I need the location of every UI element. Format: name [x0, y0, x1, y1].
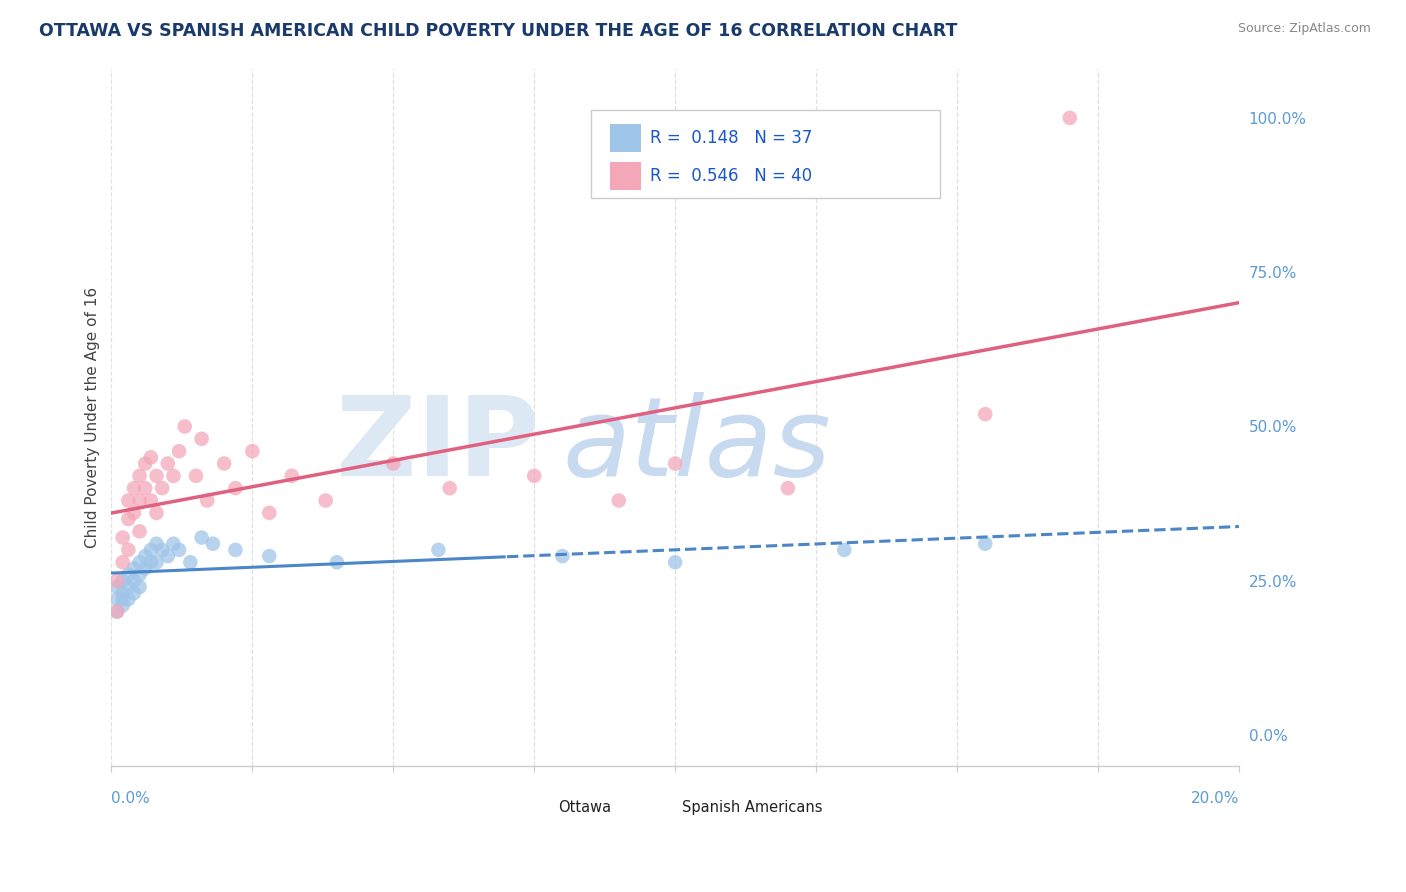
Text: R =  0.546   N = 40: R = 0.546 N = 40 — [651, 168, 813, 186]
Point — [111, 592, 134, 607]
Point — [145, 506, 167, 520]
Point — [105, 605, 128, 619]
Point — [122, 481, 145, 495]
Point — [128, 580, 150, 594]
Point — [240, 444, 263, 458]
Point — [122, 561, 145, 575]
Point — [664, 457, 686, 471]
Point — [551, 549, 574, 563]
Point — [190, 531, 212, 545]
Point — [523, 468, 546, 483]
Text: 0.0%: 0.0% — [111, 790, 150, 805]
Point — [117, 493, 139, 508]
Point — [139, 493, 162, 508]
Point — [439, 481, 461, 495]
Point — [162, 537, 184, 551]
Point — [974, 537, 997, 551]
Point — [122, 586, 145, 600]
Point — [117, 580, 139, 594]
Point — [134, 457, 156, 471]
Point — [776, 481, 799, 495]
Point — [128, 567, 150, 582]
Point — [134, 549, 156, 563]
Point — [832, 542, 855, 557]
Point — [117, 567, 139, 582]
Point — [150, 542, 173, 557]
Point — [212, 457, 235, 471]
FancyBboxPatch shape — [591, 111, 941, 197]
Point — [664, 555, 686, 569]
Text: Source: ZipAtlas.com: Source: ZipAtlas.com — [1237, 22, 1371, 36]
Point — [427, 542, 450, 557]
Point — [173, 419, 195, 434]
Point — [167, 444, 190, 458]
Point — [145, 537, 167, 551]
Point — [190, 432, 212, 446]
Bar — [664, 803, 682, 820]
Point — [145, 555, 167, 569]
Point — [128, 493, 150, 508]
Point — [315, 493, 337, 508]
Point — [111, 531, 134, 545]
Text: Ottawa: Ottawa — [558, 800, 612, 815]
Point — [150, 481, 173, 495]
Point — [111, 574, 134, 588]
Point — [1059, 111, 1081, 125]
Point — [259, 506, 281, 520]
Point — [134, 481, 156, 495]
Point — [134, 561, 156, 575]
Point — [139, 450, 162, 465]
Point — [111, 555, 134, 569]
Point — [974, 407, 997, 421]
Point — [139, 555, 162, 569]
Point — [259, 549, 281, 563]
Text: Spanish Americans: Spanish Americans — [682, 800, 823, 815]
Point — [184, 468, 207, 483]
Text: ZIP: ZIP — [336, 392, 540, 499]
Text: atlas: atlas — [562, 392, 831, 499]
Point — [326, 555, 349, 569]
Point — [195, 493, 218, 508]
Point — [105, 605, 128, 619]
Bar — [540, 803, 557, 820]
Point — [156, 549, 179, 563]
Point — [117, 542, 139, 557]
Point — [201, 537, 224, 551]
Point — [179, 555, 201, 569]
Point — [224, 542, 246, 557]
Point — [382, 457, 405, 471]
Point — [128, 468, 150, 483]
Point — [117, 592, 139, 607]
Point — [162, 468, 184, 483]
Y-axis label: Child Poverty Under the Age of 16: Child Poverty Under the Age of 16 — [86, 286, 100, 548]
Point — [167, 542, 190, 557]
Point — [281, 468, 304, 483]
Point — [105, 580, 128, 594]
Text: 20.0%: 20.0% — [1191, 790, 1239, 805]
Point — [122, 506, 145, 520]
Point — [145, 468, 167, 483]
Text: R =  0.148   N = 37: R = 0.148 N = 37 — [651, 129, 813, 147]
Point — [156, 457, 179, 471]
Bar — [610, 162, 641, 190]
Point — [122, 574, 145, 588]
Point — [139, 542, 162, 557]
Point — [128, 555, 150, 569]
Point — [117, 512, 139, 526]
Text: OTTAWA VS SPANISH AMERICAN CHILD POVERTY UNDER THE AGE OF 16 CORRELATION CHART: OTTAWA VS SPANISH AMERICAN CHILD POVERTY… — [39, 22, 957, 40]
Point — [111, 599, 134, 613]
Point — [111, 586, 134, 600]
Point — [105, 574, 128, 588]
Point — [607, 493, 630, 508]
Point — [105, 592, 128, 607]
Point — [128, 524, 150, 539]
Point — [224, 481, 246, 495]
Bar — [610, 124, 641, 152]
